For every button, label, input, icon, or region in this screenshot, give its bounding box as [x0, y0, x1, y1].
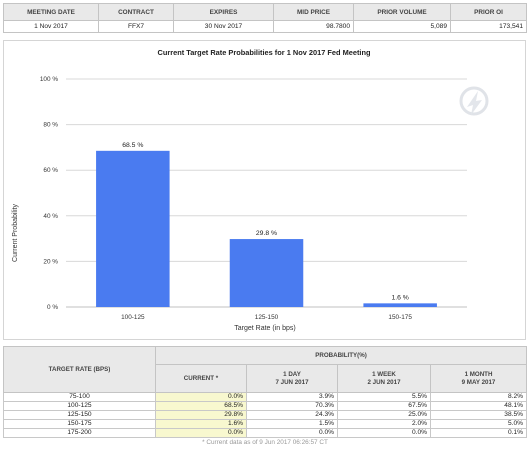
- probability-table-body: 75-100 0.0% 3.9% 5.5% 8.2% 100-125 68.5% 70.3% 6…: [3, 392, 527, 438]
- header-1-week: 1 WEEK 2 JUN 2017: [337, 364, 431, 393]
- y-tick-label: 20 %: [43, 258, 58, 265]
- bar-125-150: [229, 239, 304, 307]
- header-contract: CONTRACT: [98, 3, 174, 21]
- probability-header-row-2: CURRENT * 1 DAY 7 JUN 2017 1 WEEK 2 JUN 20…: [4, 364, 527, 393]
- probability-cell: 1.5%: [246, 419, 338, 429]
- current-probability-cell: 68.5%: [155, 401, 247, 411]
- y-axis-ticks: 0 % 20 % 40 % 60 % 80 % 100 %: [40, 76, 58, 311]
- y-tick-label: 40 %: [43, 213, 58, 220]
- header-1-month-date: 9 MAY 2017: [461, 378, 496, 386]
- current-probability-cell: 1.6%: [155, 419, 247, 429]
- table-row: 100-125 68.5% 70.3% 67.5% 48.1%: [3, 401, 527, 411]
- probability-cell: 25.0%: [337, 410, 431, 420]
- meeting-date-value: 1 Nov 2017: [3, 20, 99, 33]
- meeting-summary-header-row: MEETING DATE CONTRACT EXPIRES MID PRICE …: [3, 3, 527, 21]
- contract-value: FFX7: [98, 20, 174, 33]
- table-row: 75-100 0.0% 3.9% 5.5% 8.2%: [3, 392, 527, 402]
- header-prior-oi: PRIOR OI: [450, 3, 527, 21]
- probability-cell: 48.1%: [430, 401, 527, 411]
- probability-cell: 5.0%: [430, 419, 527, 429]
- expires-value: 30 Nov 2017: [173, 20, 274, 33]
- probability-cell: 0.0%: [337, 428, 431, 438]
- header-1-month-label: 1 MONTH: [464, 371, 493, 378]
- target-rate-cell: 125-150: [3, 410, 156, 420]
- probability-bar-chart: Current Target Rate Probabilities for 1 …: [12, 48, 489, 332]
- current-probability-cell: 29.8%: [155, 410, 247, 420]
- target-rate-cell: 75-100: [3, 392, 156, 402]
- current-probability-cell: 0.0%: [155, 392, 247, 402]
- probability-cell: 5.5%: [337, 392, 431, 402]
- header-1-day-date: 7 JUN 2017: [275, 378, 309, 386]
- table-row: 175-200 0.0% 0.0% 0.0% 0.1%: [3, 428, 527, 438]
- header-probability-group: PROBABILITY(%): [155, 346, 527, 365]
- probability-cell: 70.3%: [246, 401, 338, 411]
- y-tick-label: 80 %: [43, 122, 58, 129]
- header-current-label: CURRENT *: [183, 374, 219, 382]
- meeting-summary-row: 1 Nov 2017 FFX7 30 Nov 2017 98.7800 5,08…: [3, 20, 527, 33]
- header-meeting-date: MEETING DATE: [3, 3, 99, 21]
- bar-100-125: [96, 150, 170, 307]
- y-tick-label: 0 %: [47, 304, 58, 311]
- header-1-month: 1 MONTH 9 MAY 2017: [430, 364, 527, 393]
- data-label-100-125: 68.5 %: [122, 142, 143, 149]
- header-1-day-label: 1 DAY: [283, 371, 301, 378]
- header-target-rate: TARGET RATE (BPS): [3, 346, 156, 393]
- bar-150-175: [363, 303, 437, 307]
- probability-cell: 0.0%: [246, 428, 338, 438]
- watermark-icon: [459, 86, 489, 116]
- table-row: 150-175 1.6% 1.5% 2.0% 5.0%: [3, 419, 527, 429]
- probability-cell: 24.3%: [246, 410, 338, 420]
- x-tick-label: 100-125: [121, 314, 145, 321]
- chart-data-labels: 68.5 % 29.8 % 1.6 %: [122, 142, 409, 302]
- probability-table: TARGET RATE (BPS) PROBABILITY(%) CURRENT…: [3, 346, 527, 449]
- current-data-note: * Current data as of 9 Jun 2017 06:26:57…: [202, 439, 328, 447]
- header-prior-volume: PRIOR VOLUME: [353, 3, 451, 21]
- probability-cell: 2.0%: [337, 419, 431, 429]
- probability-cell: 3.9%: [246, 392, 338, 402]
- header-1-week-label: 1 WEEK: [372, 371, 396, 378]
- target-rate-cell: 150-175: [3, 419, 156, 429]
- x-tick-label: 150-175: [388, 314, 412, 321]
- meeting-summary-table: MEETING DATE CONTRACT EXPIRES MID PRICE …: [3, 3, 527, 33]
- current-probability-cell: 0.0%: [155, 428, 247, 438]
- chart-bars: [96, 150, 437, 307]
- probability-note-row: * Current data as of 9 Jun 2017 06:26:57…: [4, 438, 527, 449]
- header-1-week-date: 2 JUN 2017: [367, 378, 401, 386]
- prior-volume-value: 5,089: [353, 20, 451, 33]
- table-row: 125-150 29.8% 24.3% 25.0% 38.5%: [3, 410, 527, 420]
- x-axis-ticks: 100-125 125-150 150-175: [121, 314, 412, 321]
- data-label-125-150: 29.8 %: [256, 230, 277, 237]
- prior-oi-value: 173,541: [450, 20, 527, 33]
- y-tick-label: 100 %: [40, 76, 58, 83]
- x-tick-label: 125-150: [255, 314, 279, 321]
- header-expires: EXPIRES: [173, 3, 274, 21]
- y-axis-label: Current Probability: [12, 204, 19, 262]
- chart-panel: Current Target Rate Probabilities for 1 …: [3, 40, 526, 340]
- probability-cell: 8.2%: [430, 392, 527, 402]
- header-mid-price: MID PRICE: [273, 3, 354, 21]
- chart-title: Current Target Rate Probabilities for 1 …: [157, 48, 370, 57]
- probability-header-row-1: TARGET RATE (BPS) PROBABILITY(%): [3, 346, 527, 393]
- probability-cell: 38.5%: [430, 410, 527, 420]
- header-current: CURRENT *: [155, 364, 247, 393]
- target-rate-cell: 100-125: [3, 401, 156, 411]
- header-1-day: 1 DAY 7 JUN 2017: [246, 364, 338, 393]
- probability-cell: 0.1%: [430, 428, 527, 438]
- y-tick-label: 60 %: [43, 167, 58, 174]
- data-label-150-175: 1.6 %: [391, 294, 408, 301]
- probability-cell: 67.5%: [337, 401, 431, 411]
- mid-price-value: 98.7800: [273, 20, 354, 33]
- x-axis-label: Target Rate (in bps): [234, 325, 295, 332]
- target-rate-cell: 175-200: [3, 428, 156, 438]
